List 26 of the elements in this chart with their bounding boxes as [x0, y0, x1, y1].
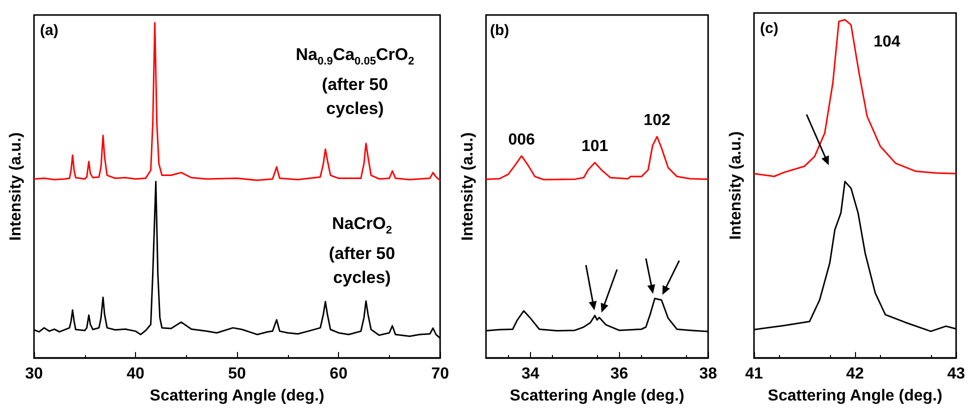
annotation: 104 [874, 33, 900, 50]
x-axis-title: Scattering Angle (deg.) [150, 388, 324, 404]
series-label: NaCrO$_{2}$ (after 50 cycles) [328, 213, 396, 290]
x-tick-label: 34 [522, 366, 540, 382]
x-tick-label: 43 [947, 366, 966, 382]
x-tick-label: 42 [846, 366, 864, 382]
annotation: 101 [581, 138, 608, 156]
x-tick-label: 30 [25, 366, 43, 382]
y-axis-title: Intensity (a.u.) [460, 132, 476, 241]
annotation: (c) [760, 20, 778, 37]
text: (b) [490, 22, 510, 39]
x-axis-title: Scattering Angle (deg.) [768, 388, 942, 404]
x-tick-label: 40 [126, 366, 145, 382]
annotation: 102 [644, 112, 670, 130]
y-axis-title: Intensity (a.u.) [728, 131, 744, 240]
x-tick-label: 38 [699, 366, 718, 382]
x-tick-label: 50 [228, 366, 246, 382]
x-tick-label: 70 [431, 366, 450, 382]
x-tick-label: 60 [330, 366, 348, 382]
annotation: 006 [508, 131, 535, 148]
annotation: (a) [40, 22, 58, 39]
x-tick-label: 36 [610, 366, 628, 382]
text: Na$_{0.9}$Ca$_{0.05}$CrO$_{2}$ (after 50 cycles) [296, 45, 414, 118]
x-axis-title: Scattering Angle (deg.) [510, 388, 684, 404]
y-axis-title: Intensity (a.u.) [8, 132, 24, 241]
x-tick-label: 41 [745, 366, 763, 382]
